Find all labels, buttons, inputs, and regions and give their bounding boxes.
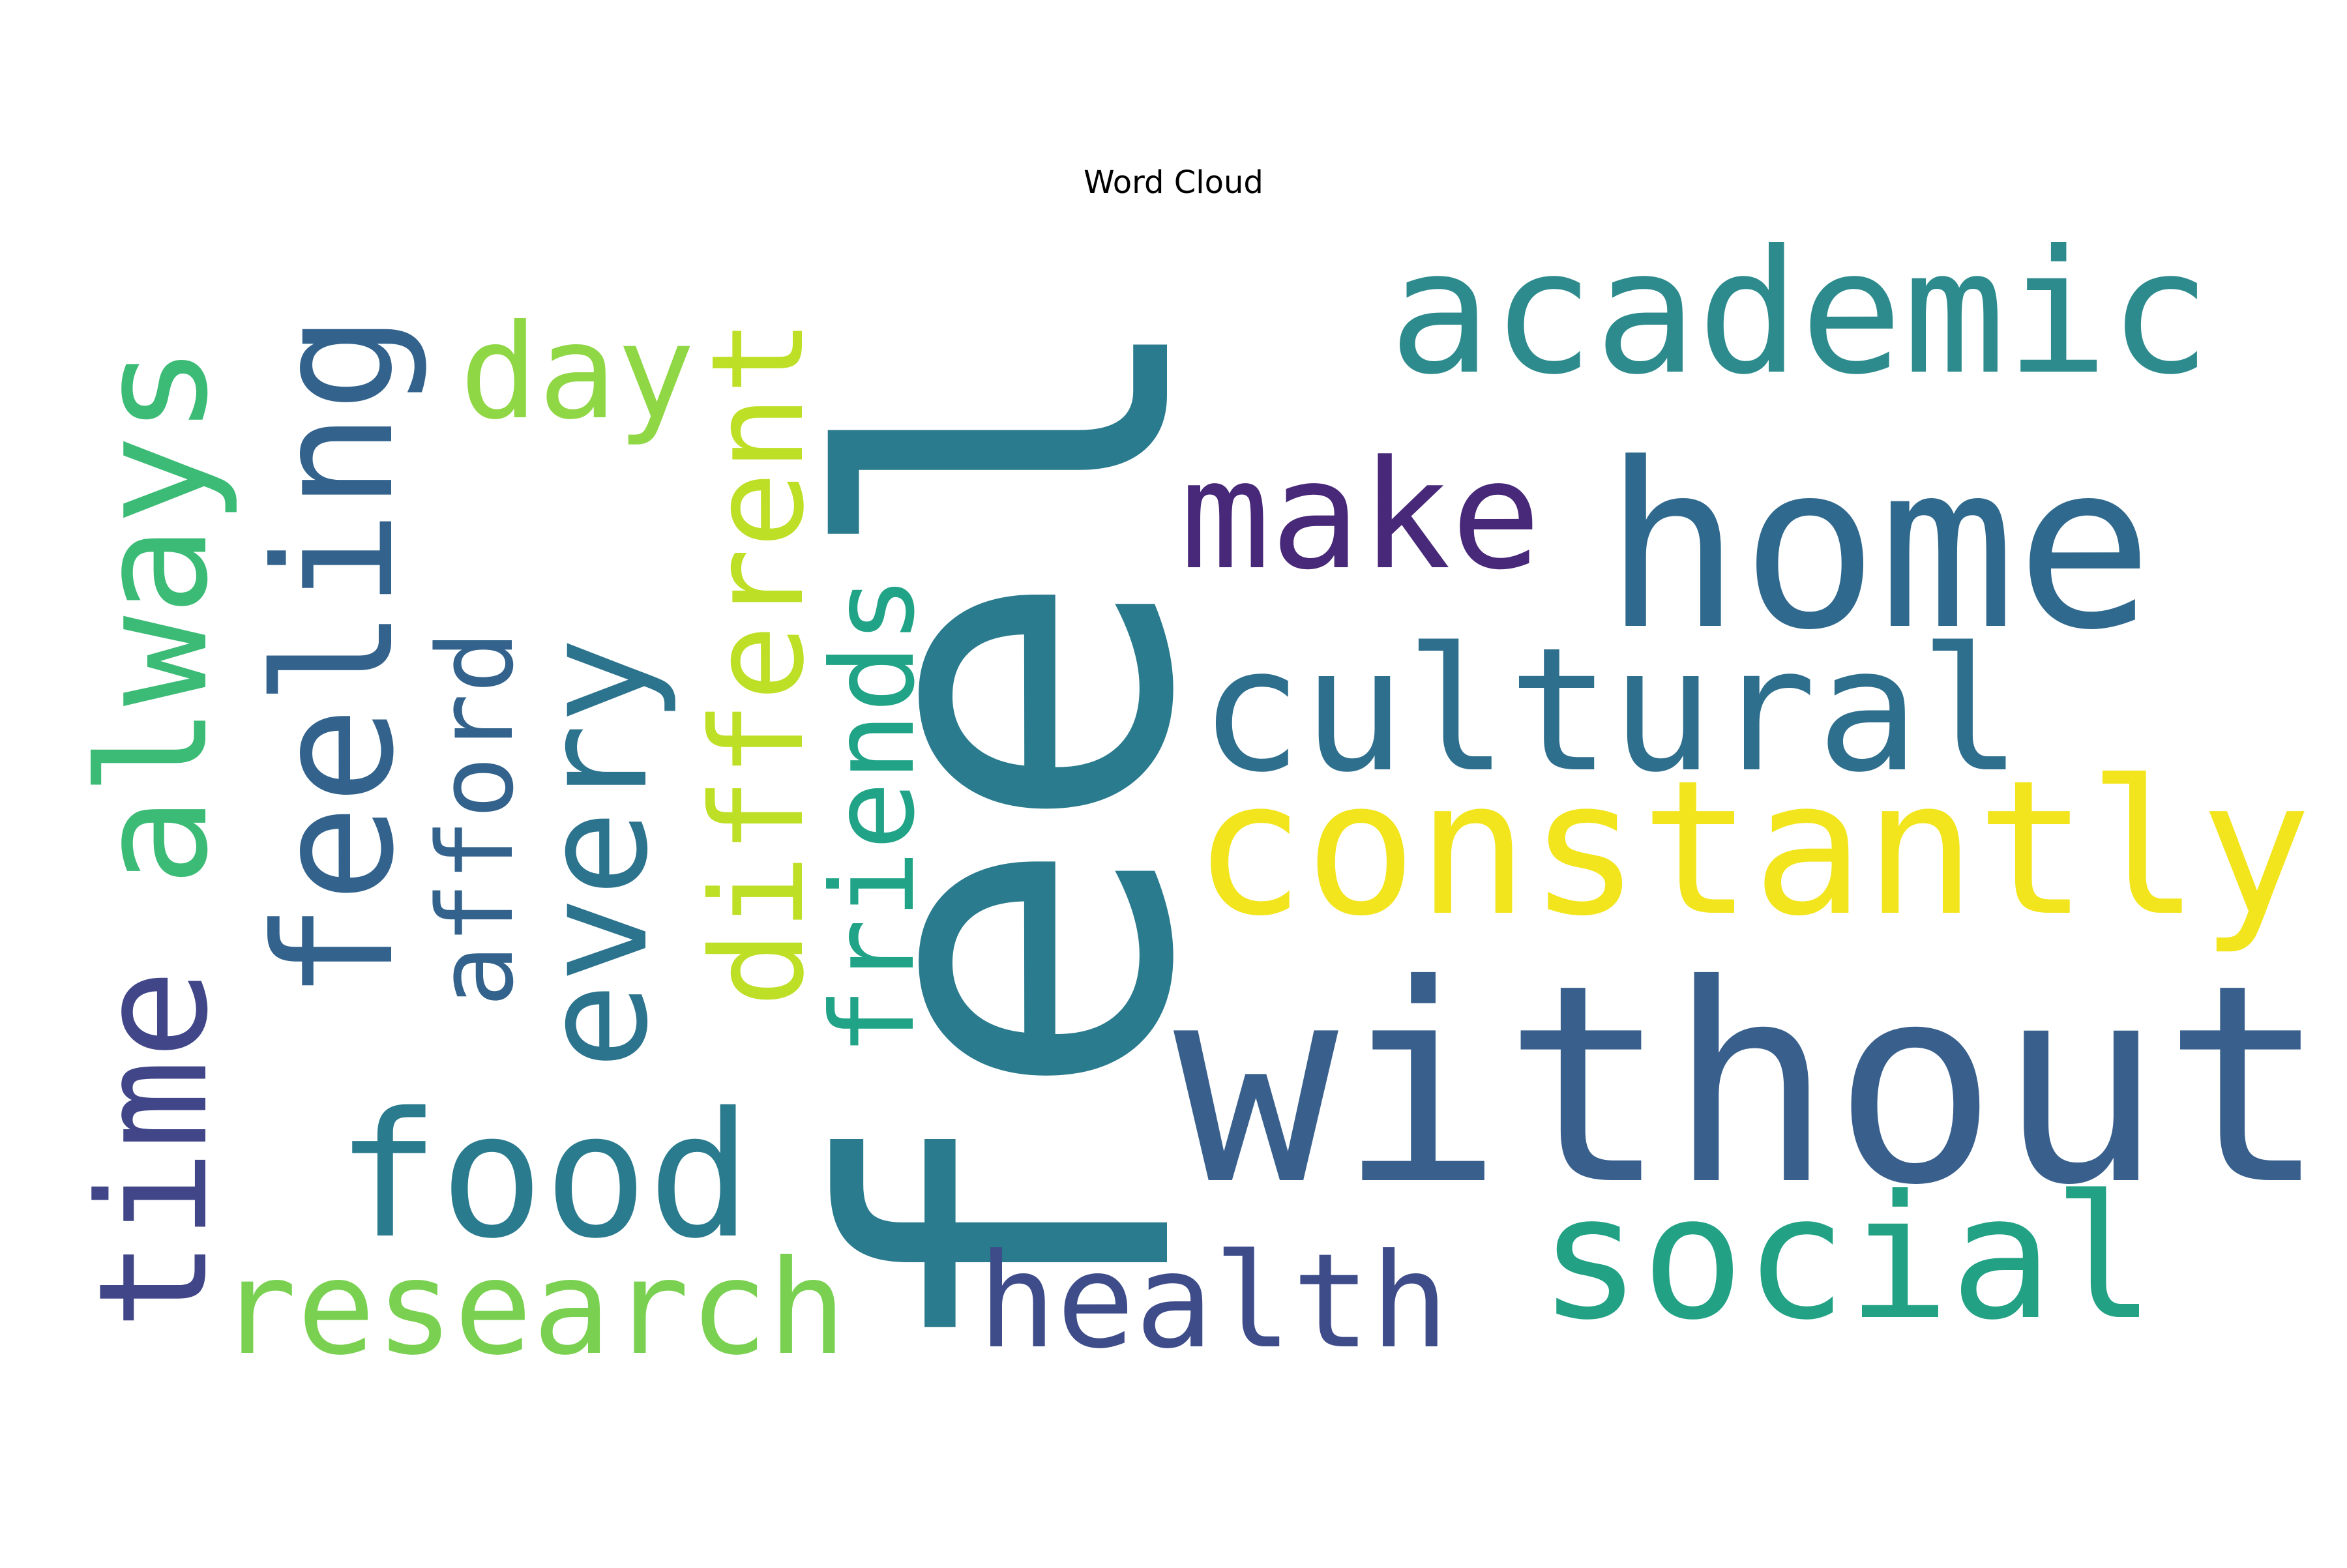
- word-social: social: [1539, 1159, 2155, 1357]
- word-research: research: [218, 1232, 846, 1384]
- word-every: every: [512, 638, 679, 1069]
- word-make: make: [1180, 429, 1541, 603]
- word-health: health: [978, 1226, 1449, 1378]
- word-afford: afford: [415, 630, 537, 1007]
- word-food: food: [336, 1076, 752, 1277]
- word-academic: academic: [1389, 213, 2211, 412]
- word-day: day: [460, 297, 695, 449]
- word-feeling: feeling: [240, 314, 430, 1001]
- word-without: without: [1174, 926, 2327, 1245]
- word-time: time: [67, 969, 241, 1330]
- word-home: home: [1604, 414, 2153, 680]
- word-always: always: [67, 345, 241, 887]
- word-feel: feel: [756, 301, 1272, 1369]
- chart-title: Word Cloud: [1084, 164, 1263, 201]
- word-cultural: cultural: [1200, 611, 2022, 810]
- word-different: different: [684, 318, 832, 1007]
- word-constantly: constantly: [1193, 741, 2312, 957]
- word-friends: friends: [808, 575, 940, 1056]
